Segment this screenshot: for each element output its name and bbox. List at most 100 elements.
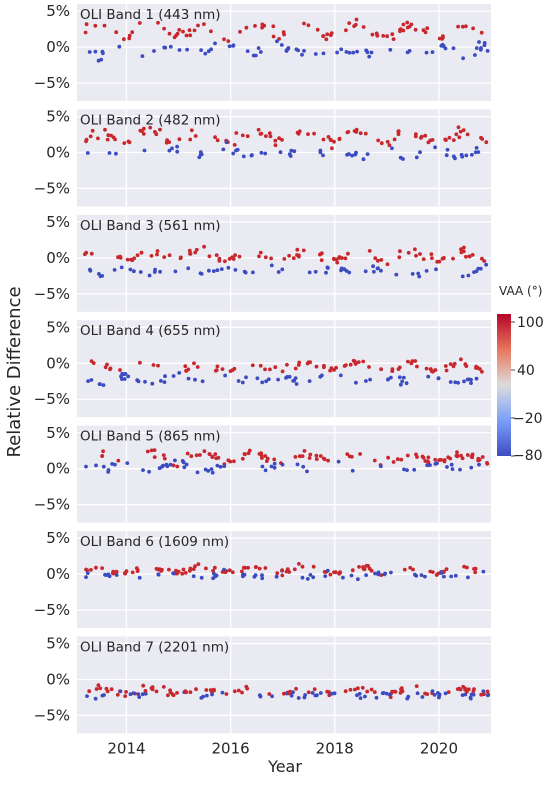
data-point-low-vaa: [437, 693, 442, 698]
data-point-low-vaa: [402, 467, 406, 472]
data-point-high-vaa: [448, 362, 453, 366]
data-point-low-vaa: [460, 693, 465, 697]
data-point-high-vaa: [177, 137, 182, 142]
data-point-high-vaa: [187, 248, 192, 253]
data-point-high-vaa: [151, 363, 156, 367]
data-point-low-vaa: [241, 574, 245, 579]
data-point-high-vaa: [437, 458, 442, 462]
data-point-high-vaa: [385, 262, 390, 267]
data-point-high-vaa: [282, 32, 286, 37]
data-point-high-vaa: [193, 564, 197, 569]
data-point-low-vaa: [136, 692, 141, 696]
data-point-low-vaa: [420, 695, 425, 699]
data-point-high-vaa: [263, 255, 268, 260]
data-point-high-vaa: [401, 28, 406, 33]
data-point-high-vaa: [353, 22, 358, 27]
data-point-low-vaa: [168, 462, 173, 467]
data-point-high-vaa: [327, 690, 331, 694]
data-point-low-vaa: [197, 155, 202, 160]
data-point-low-vaa: [477, 462, 481, 467]
data-point-high-vaa: [411, 567, 415, 572]
data-point-low-vaa: [397, 375, 402, 380]
data-point-low-vaa: [466, 575, 470, 580]
data-point-low-vaa: [323, 574, 328, 578]
data-point-low-vaa: [210, 470, 215, 475]
data-point-low-vaa: [107, 151, 112, 155]
data-point-low-vaa: [140, 54, 145, 58]
y-tick-label: 0%: [46, 671, 70, 689]
data-point-high-vaa: [273, 138, 278, 143]
data-point-low-vaa: [156, 572, 161, 577]
data-point-high-vaa: [297, 562, 301, 566]
data-point-low-vaa: [453, 573, 458, 578]
data-point-low-vaa: [376, 570, 381, 575]
data-point-low-vaa: [417, 274, 422, 279]
data-point-high-vaa: [463, 686, 468, 691]
data-point-high-vaa: [300, 454, 305, 458]
data-point-high-vaa: [373, 256, 378, 260]
data-point-low-vaa: [398, 382, 403, 387]
data-point-high-vaa: [464, 254, 468, 259]
data-point-high-vaa: [424, 366, 429, 371]
data-point-low-vaa: [94, 463, 98, 468]
data-point-low-vaa: [476, 266, 481, 271]
data-point-low-vaa: [450, 467, 455, 471]
data-point-high-vaa: [406, 359, 410, 364]
data-point-low-vaa: [465, 377, 470, 382]
data-point-low-vaa: [175, 149, 180, 154]
data-point-high-vaa: [293, 455, 298, 459]
data-point-high-vaa: [158, 127, 162, 132]
data-point-high-vaa: [114, 569, 119, 574]
data-point-high-vaa: [181, 567, 186, 572]
data-point-high-vaa: [365, 689, 370, 694]
scatter-points: [84, 562, 486, 582]
data-point-low-vaa: [143, 379, 147, 384]
data-point-low-vaa: [125, 461, 130, 465]
data-point-high-vaa: [342, 364, 347, 368]
data-point-low-vaa: [140, 692, 145, 697]
data-point-low-vaa: [142, 148, 147, 153]
panel-title: OLI Band 4 (655 nm): [80, 323, 221, 339]
data-point-high-vaa: [268, 134, 273, 139]
data-point-low-vaa: [292, 149, 297, 154]
data-point-low-vaa: [349, 573, 354, 578]
y-tick-label: −5%: [34, 496, 70, 514]
colorbar-title: VAA (°): [499, 284, 542, 298]
data-point-high-vaa: [379, 141, 384, 146]
data-point-high-vaa: [325, 32, 330, 37]
data-point-high-vaa: [476, 456, 481, 461]
data-point-high-vaa: [397, 255, 402, 260]
data-point-high-vaa: [297, 253, 301, 258]
data-point-low-vaa: [445, 465, 449, 469]
data-point-low-vaa: [347, 50, 352, 55]
data-point-low-vaa: [389, 570, 393, 575]
data-point-low-vaa: [101, 464, 106, 469]
data-point-high-vaa: [459, 453, 463, 458]
data-point-high-vaa: [364, 563, 369, 568]
data-point-high-vaa: [457, 135, 462, 140]
data-point-high-vaa: [237, 254, 242, 259]
data-point-low-vaa: [289, 693, 294, 698]
data-point-low-vaa: [275, 39, 279, 44]
data-point-low-vaa: [292, 378, 296, 383]
data-point-high-vaa: [240, 456, 245, 461]
data-point-low-vaa: [243, 270, 248, 275]
data-point-high-vaa: [330, 146, 334, 151]
data-point-high-vaa: [414, 452, 418, 457]
data-point-high-vaa: [150, 687, 155, 692]
data-point-low-vaa: [284, 48, 289, 52]
data-point-high-vaa: [94, 565, 98, 570]
panel-band-3: −5% 0% 5% OLI Band 3 (561 nm): [34, 213, 491, 312]
data-point-low-vaa: [203, 51, 208, 56]
data-point-high-vaa: [149, 254, 154, 258]
data-point-high-vaa: [141, 683, 146, 688]
data-point-high-vaa: [104, 686, 109, 691]
data-point-high-vaa: [116, 255, 120, 260]
data-point-high-vaa: [472, 687, 476, 691]
colorbar: VAA (°) 100 40 −20 −80: [497, 284, 544, 464]
data-point-high-vaa: [94, 687, 99, 691]
data-point-low-vaa: [171, 374, 176, 378]
scatter-points: [86, 357, 484, 387]
panel-background: [77, 425, 491, 523]
data-point-low-vaa: [338, 373, 343, 378]
